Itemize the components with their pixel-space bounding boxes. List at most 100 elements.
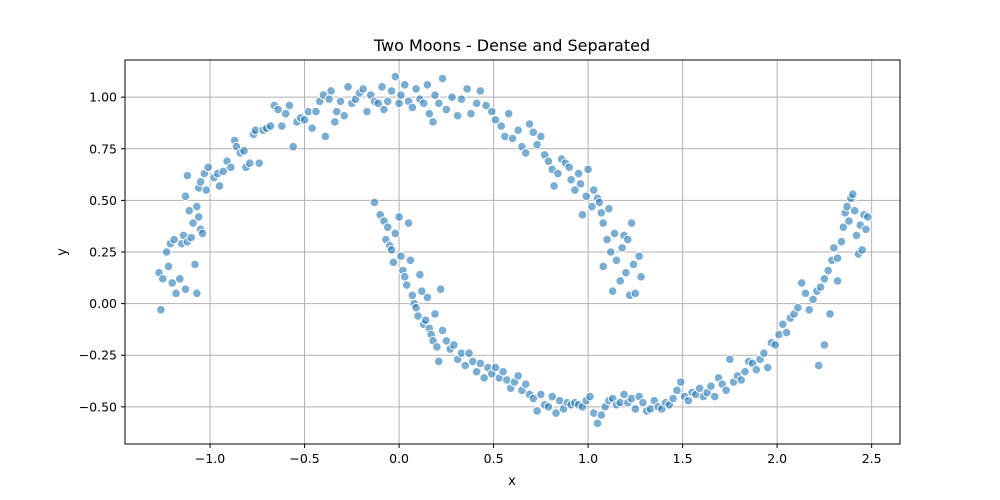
data-point [543, 156, 554, 166]
data-point [623, 234, 633, 245]
data-point [638, 397, 648, 408]
data-point [759, 348, 769, 358]
data-point [813, 360, 824, 371]
data-point [721, 385, 731, 396]
data-point [180, 284, 191, 294]
data-point [156, 305, 166, 315]
data-point [594, 197, 605, 208]
data-point [432, 342, 442, 352]
data-point [307, 123, 317, 133]
data-point [832, 276, 843, 286]
data-point [849, 205, 860, 216]
data-point [284, 100, 295, 111]
x-tick-label: 2.0 [767, 451, 787, 466]
data-point [190, 259, 200, 270]
data-point [587, 201, 597, 212]
data-point [195, 177, 206, 187]
data-point [778, 319, 788, 330]
data-point [401, 280, 412, 290]
data-point [218, 166, 229, 177]
data-point [607, 286, 618, 297]
data-point [462, 84, 472, 94]
data-point [390, 71, 401, 82]
data-point [490, 115, 501, 125]
data-point [405, 255, 416, 266]
data-point [857, 245, 867, 255]
data-point [379, 104, 389, 115]
data-point [528, 127, 539, 138]
data-point [481, 100, 491, 111]
data-point [422, 79, 433, 90]
data-point [536, 131, 546, 142]
data-point [570, 185, 580, 195]
data-point [751, 364, 762, 375]
data-point [326, 86, 336, 96]
data-point [583, 164, 593, 175]
data-point [437, 325, 448, 336]
data-point [407, 102, 418, 113]
data-point [288, 141, 299, 152]
data-point [343, 82, 353, 92]
data-point [808, 294, 818, 305]
data-point [709, 391, 720, 402]
data-point [496, 121, 506, 131]
data-point [175, 274, 185, 284]
data-point [490, 362, 501, 373]
data-point [265, 121, 276, 131]
data-point [762, 362, 773, 373]
x-axis-label: x [508, 474, 516, 489]
data-point [254, 158, 265, 169]
data-point [532, 139, 542, 150]
data-point [167, 278, 178, 288]
data-point [447, 92, 457, 102]
data-point [407, 290, 418, 301]
data-point [403, 218, 414, 228]
data-point [399, 271, 410, 282]
data-point [575, 179, 586, 189]
chart-title: Two Moons - Dense and Separated [373, 36, 650, 55]
data-point [596, 207, 607, 218]
data-point [520, 148, 531, 158]
data-point [520, 379, 531, 389]
data-point [605, 247, 616, 257]
data-point [636, 271, 646, 282]
data-point [420, 315, 431, 325]
data-point [399, 79, 410, 90]
data-point [456, 94, 467, 105]
data-point [513, 371, 523, 381]
data-point [581, 191, 592, 202]
data-point [382, 222, 393, 233]
data-point [844, 216, 854, 226]
data-point [553, 168, 563, 179]
x-tick-label: 0.0 [389, 451, 409, 466]
y-axis-ticks: −0.50 −0.25 0.00 0.25 0.50 0.75 1.00 [79, 90, 125, 414]
data-point [239, 146, 249, 156]
data-point [634, 251, 644, 261]
data-point [683, 395, 694, 406]
data-point [214, 181, 225, 191]
data-point [851, 230, 862, 241]
data-point [433, 98, 444, 109]
data-point [163, 261, 174, 272]
data-point [815, 282, 826, 292]
data-point [630, 404, 641, 414]
data-point [621, 267, 631, 278]
data-point [362, 106, 372, 117]
data-point [781, 327, 792, 338]
data-point [324, 94, 334, 105]
data-point [564, 162, 575, 173]
data-point [273, 104, 283, 115]
data-point [201, 185, 212, 195]
data-point [377, 82, 387, 92]
data-point [842, 201, 852, 212]
data-point [596, 410, 607, 420]
data-point [320, 131, 331, 142]
data-point [464, 348, 474, 358]
data-point [819, 274, 830, 284]
data-point [339, 110, 350, 121]
data-point [628, 259, 639, 270]
data-point [411, 84, 421, 94]
data-point [386, 245, 397, 255]
